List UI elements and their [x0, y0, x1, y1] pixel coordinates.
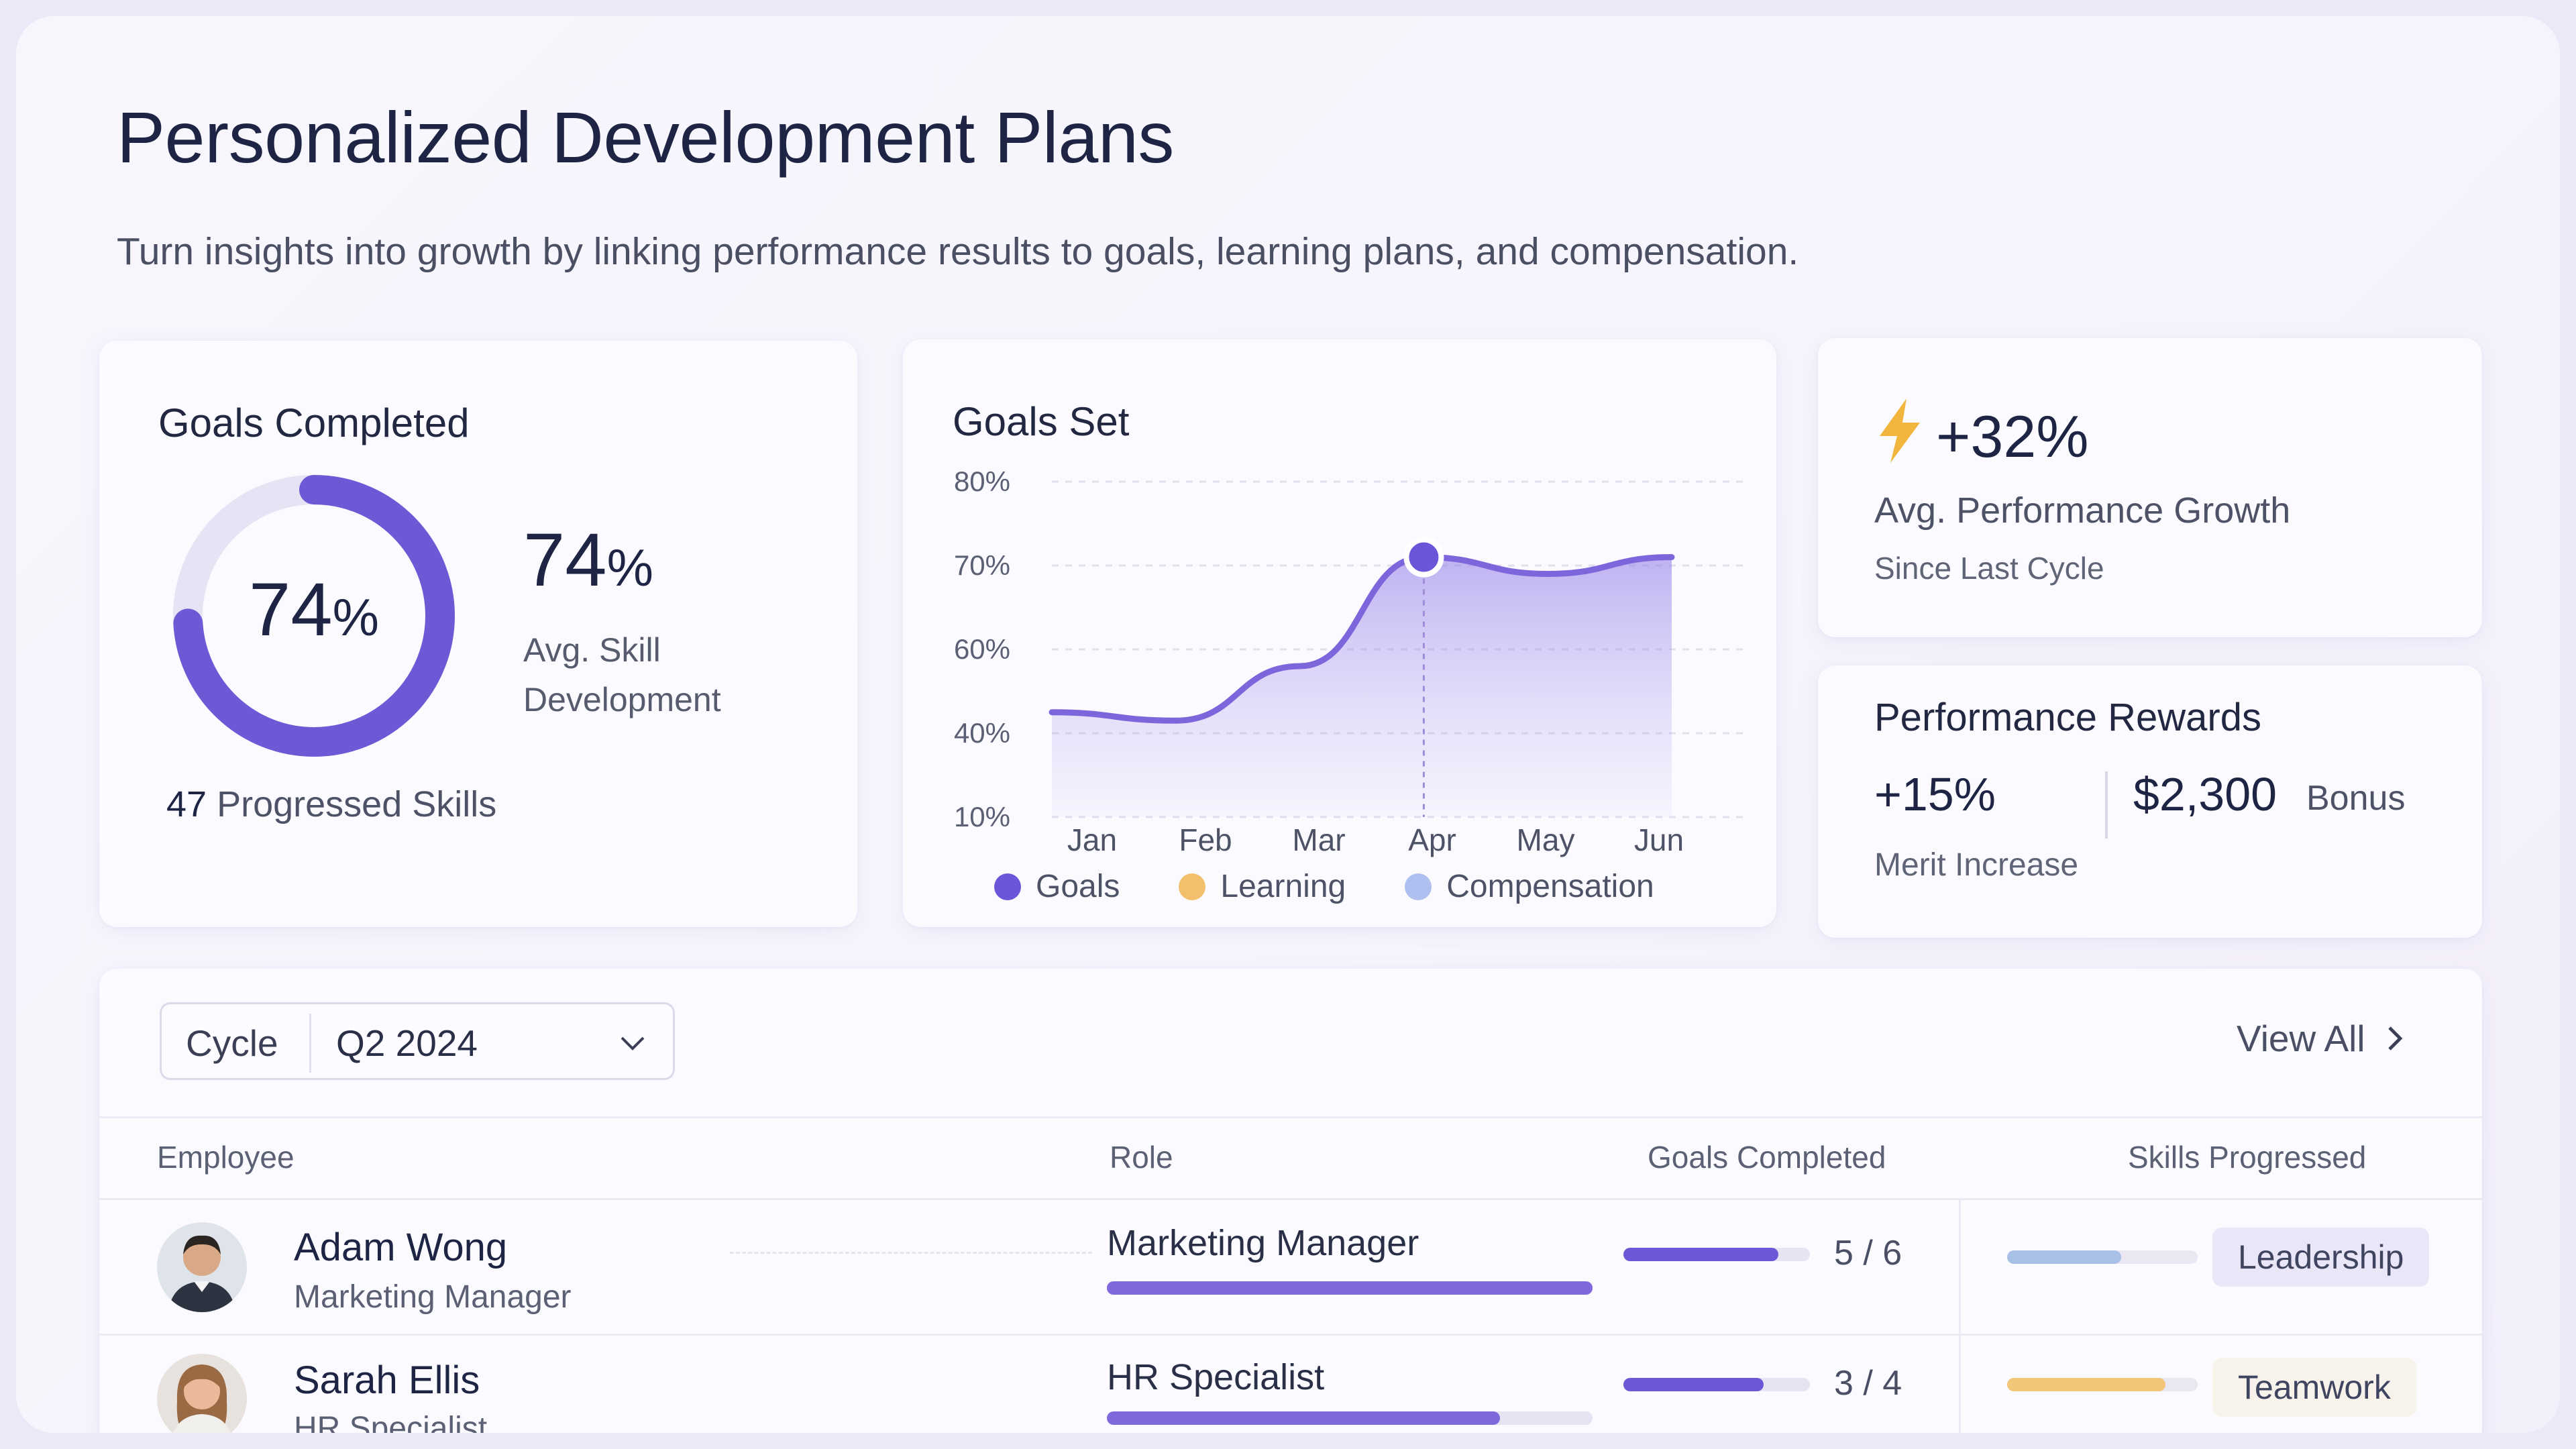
- goals-completed-title: Goals Completed: [158, 400, 470, 445]
- progressed-skills: 47 Progressed Skills: [166, 784, 497, 824]
- table-row[interactable]: Adam Wong Marketing Manager Marketing Ma…: [99, 1199, 2482, 1334]
- skill-development-label: Avg. Skill Development: [523, 631, 721, 718]
- chevron-right-icon: [2387, 1026, 2402, 1051]
- table-row[interactable]: Sarah Ellis HR Specialist HR Specialist …: [99, 1335, 2482, 1433]
- legend-learning[interactable]: Learning: [1179, 868, 1346, 905]
- growth-value: +32%: [1936, 403, 2089, 470]
- header-divider-bottom: [99, 1198, 2482, 1200]
- app-window: Personalized Development Plans Turn insi…: [16, 16, 2560, 1433]
- cycle-label: Cycle: [186, 1022, 278, 1064]
- highlight-point[interactable]: [1403, 537, 1444, 578]
- growth-label: Avg. Performance Growth: [1874, 490, 2291, 531]
- col-goals-completed: Goals Completed: [1648, 1140, 1886, 1175]
- avatar: [157, 1222, 247, 1312]
- x-tick-label: Feb: [1179, 822, 1232, 857]
- legend-goals[interactable]: Goals: [994, 868, 1120, 905]
- growth-sublabel: Since Last Cycle: [1874, 551, 2104, 586]
- employee-role: Marketing Manager: [1107, 1223, 1419, 1263]
- chart-legend: Goals Learning Compensation: [994, 868, 1654, 905]
- legend-learning-dot: [1179, 873, 1206, 900]
- column-separator: [1959, 1335, 1961, 1433]
- role-progress-bar: [1107, 1411, 1593, 1425]
- x-tick-label: May: [1517, 822, 1575, 857]
- skill-progress-bar: [2007, 1378, 2198, 1391]
- legend-compensation-dot: [1405, 873, 1432, 900]
- employee-name[interactable]: Adam Wong: [294, 1226, 508, 1269]
- x-tick-label: Jun: [1634, 822, 1684, 857]
- bonus-value: $2,300: [2133, 768, 2277, 820]
- goals-set-chart: 80% 70% 60% 40% 10% Jan Feb Mar Apr May Jun: [954, 466, 1748, 857]
- role-progress-fill: [1107, 1281, 1593, 1295]
- x-tick-label: Mar: [1292, 822, 1345, 857]
- x-tick-label: Apr: [1408, 822, 1456, 857]
- goals-donut-arc: [173, 475, 455, 757]
- skill-tag[interactable]: Teamwork: [2212, 1358, 2416, 1417]
- col-skills-progressed: Skills Progressed: [2128, 1140, 2367, 1175]
- goals-progress-fill: [1623, 1378, 1764, 1391]
- column-separator: [1959, 1199, 1961, 1334]
- bonus-label: Bonus: [2306, 779, 2406, 818]
- skill-progress-fill: [2007, 1378, 2165, 1391]
- row-dotted-divider: [730, 1252, 1092, 1254]
- employee-role: HR Specialist: [1107, 1357, 1325, 1397]
- page-title: Personalized Development Plans: [117, 97, 1174, 178]
- goals-progress-fill: [1623, 1248, 1778, 1261]
- cycle-value: Q2 2024: [336, 1022, 478, 1064]
- x-tick-label: Jan: [1067, 822, 1117, 857]
- chart-title: Goals Set: [953, 399, 1130, 444]
- rewards-divider: [2105, 771, 2108, 839]
- goals-series-area: [1052, 557, 1672, 817]
- merit-value: +15%: [1874, 768, 1996, 820]
- col-role: Role: [1110, 1140, 1173, 1175]
- view-all-link[interactable]: View All: [2237, 1017, 2408, 1060]
- goals-completed-count: 5 / 6: [1834, 1234, 1902, 1273]
- performance-growth-card: +32% Avg. Performance Growth Since Last …: [1818, 338, 2482, 637]
- y-tick-label: 10%: [954, 801, 1010, 833]
- role-progress-bar: [1107, 1281, 1593, 1295]
- goals-progress-bar: [1623, 1248, 1810, 1261]
- cycle-select[interactable]: Cycle Q2 2024: [160, 1002, 675, 1080]
- employee-title: Marketing Manager: [294, 1279, 572, 1315]
- skill-progress-bar: [2007, 1250, 2198, 1264]
- skill-progress-fill: [2007, 1250, 2122, 1264]
- col-employee: Employee: [157, 1140, 294, 1175]
- y-tick-label: 70%: [954, 549, 1010, 581]
- employee-name[interactable]: Sarah Ellis: [294, 1358, 480, 1402]
- row-divider: [99, 1334, 2482, 1336]
- goals-series-line: [1049, 553, 1675, 724]
- goals-progress-bar: [1623, 1378, 1810, 1391]
- goals-completed-count: 3 / 4: [1834, 1364, 1902, 1403]
- avatar: [157, 1354, 247, 1433]
- chevron-down-icon: [621, 1036, 645, 1051]
- performance-rewards-card: Performance Rewards +15% $2,300 Bonus Me…: [1818, 665, 2482, 938]
- cycle-separator: [309, 1014, 311, 1073]
- rewards-title: Performance Rewards: [1874, 696, 2261, 739]
- skill-tag[interactable]: Leadership: [2212, 1228, 2430, 1287]
- goals-donut: [173, 475, 455, 757]
- goals-set-card: Goals Set 80% 70% 60% 40% 10% Jan Feb Mar Apr Ma…: [903, 339, 1776, 927]
- employee-title: HR Specialist: [294, 1411, 488, 1433]
- role-progress-fill: [1107, 1411, 1501, 1425]
- y-tick-label: 80%: [954, 466, 1010, 497]
- donut-value: 74%: [249, 568, 379, 651]
- skill-development-value: 74%: [523, 518, 653, 602]
- page-subtitle: Turn insights into growth by linking per…: [117, 230, 1799, 273]
- lightning-icon: [1880, 398, 1920, 463]
- legend-compensation[interactable]: Compensation: [1405, 868, 1654, 905]
- header-divider-top: [99, 1116, 2482, 1118]
- merit-label: Merit Increase: [1874, 847, 2079, 883]
- employee-table-card: Cycle Q2 2024 View All Employee Role Goa…: [99, 969, 2482, 1433]
- y-tick-label: 60%: [954, 633, 1010, 665]
- legend-goals-dot: [994, 873, 1021, 900]
- goals-completed-card: Goals Completed 74% 74% Avg. Skill Devel…: [99, 341, 857, 927]
- y-tick-label: 40%: [954, 717, 1010, 749]
